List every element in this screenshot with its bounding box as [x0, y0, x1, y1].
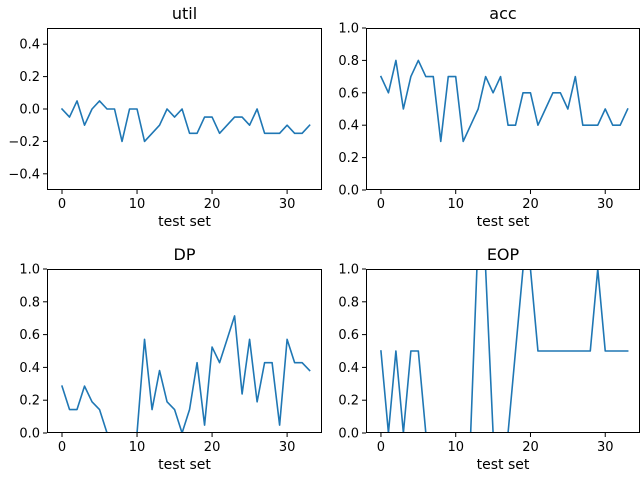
acc-series-line [379, 59, 629, 143]
dp-xtick-label: 20 [204, 440, 221, 455]
acc-xtick-label: 10 [447, 197, 464, 212]
dp-ytick-label: 0.4 [19, 361, 40, 376]
util-ytick-label: 0.4 [19, 38, 40, 53]
eop-axes-frame [366, 269, 640, 433]
util-xtick-label: 20 [204, 197, 221, 212]
eop-chart-title: EOP [487, 245, 520, 264]
dp-ytick-label: 0.6 [19, 328, 40, 343]
acc-ytick-label: 0.8 [338, 54, 359, 69]
dp-ytick-label: 0.0 [19, 427, 40, 442]
util-axes-frame [47, 28, 322, 190]
acc-xtick-label: 20 [522, 197, 539, 212]
acc-ytick-label: 0.4 [338, 119, 359, 134]
acc-ytick-label: 0.2 [338, 151, 359, 166]
util-chart-title: util [172, 4, 197, 23]
eop-x-axis-label: test set [477, 457, 530, 473]
dp-chart: 0 10 20 30 0.0 0.2 0.4 0.6 0.8 1.0 DP test set [19, 245, 322, 473]
eop-xtick-label: 20 [522, 440, 539, 455]
util-series-line [60, 100, 311, 143]
acc-ytick-label: 0.6 [338, 86, 359, 101]
eop-ytick-label: 0.2 [338, 394, 359, 409]
util-ytick-label: 0.2 [19, 70, 40, 85]
dp-ytick-label: 0.8 [19, 295, 40, 310]
dp-x-axis-label: test set [158, 457, 211, 473]
eop-ytick-label: 1.0 [338, 263, 359, 278]
util-xtick-label: 10 [129, 197, 146, 212]
dp-series-line [61, 315, 311, 433]
util-ytick-label: −0.4 [8, 167, 40, 182]
util-xtick-label: 0 [58, 197, 66, 212]
acc-axes-frame [366, 28, 640, 190]
acc-xtick-label: 30 [597, 197, 614, 212]
eop-xtick-label: 30 [597, 440, 614, 455]
eop-ytick-label: 0.8 [338, 295, 359, 310]
eop-chart: 0 10 20 30 0.0 0.2 0.4 0.6 0.8 1.0 EOP test set [338, 245, 640, 473]
eop-xtick-label: 0 [377, 440, 385, 455]
acc-x-axis-label: test set [477, 214, 530, 230]
acc-chart: 0 10 20 30 0.0 0.2 0.4 0.6 0.8 1.0 acc test set [338, 4, 640, 230]
acc-ytick-label: 0.0 [338, 184, 359, 199]
dp-ytick-label: 0.2 [19, 394, 40, 409]
dp-xtick-label: 0 [58, 440, 66, 455]
eop-ytick-label: 0.0 [338, 427, 359, 442]
dp-axes-frame [47, 269, 322, 433]
acc-xtick-label: 0 [377, 197, 385, 212]
dp-xtick-label: 30 [279, 440, 296, 455]
eop-ytick-label: 0.6 [338, 328, 359, 343]
util-xtick-label: 30 [279, 197, 296, 212]
acc-chart-title: acc [489, 4, 516, 23]
util-chart: 0 10 20 30 −0.4 −0.2 0.0 0.2 0.4 util test set [8, 4, 322, 230]
util-ytick-label: 0.0 [19, 103, 40, 118]
dp-xtick-label: 10 [129, 440, 146, 455]
eop-series-line [380, 269, 629, 433]
dp-chart-title: DP [174, 245, 196, 264]
eop-ytick-label: 0.4 [338, 361, 359, 376]
util-x-axis-label: test set [158, 214, 211, 230]
acc-ytick-label: 1.0 [338, 22, 359, 37]
eop-xtick-label: 10 [447, 440, 464, 455]
dp-ytick-label: 1.0 [19, 263, 40, 278]
util-ytick-label: −0.2 [8, 135, 40, 150]
